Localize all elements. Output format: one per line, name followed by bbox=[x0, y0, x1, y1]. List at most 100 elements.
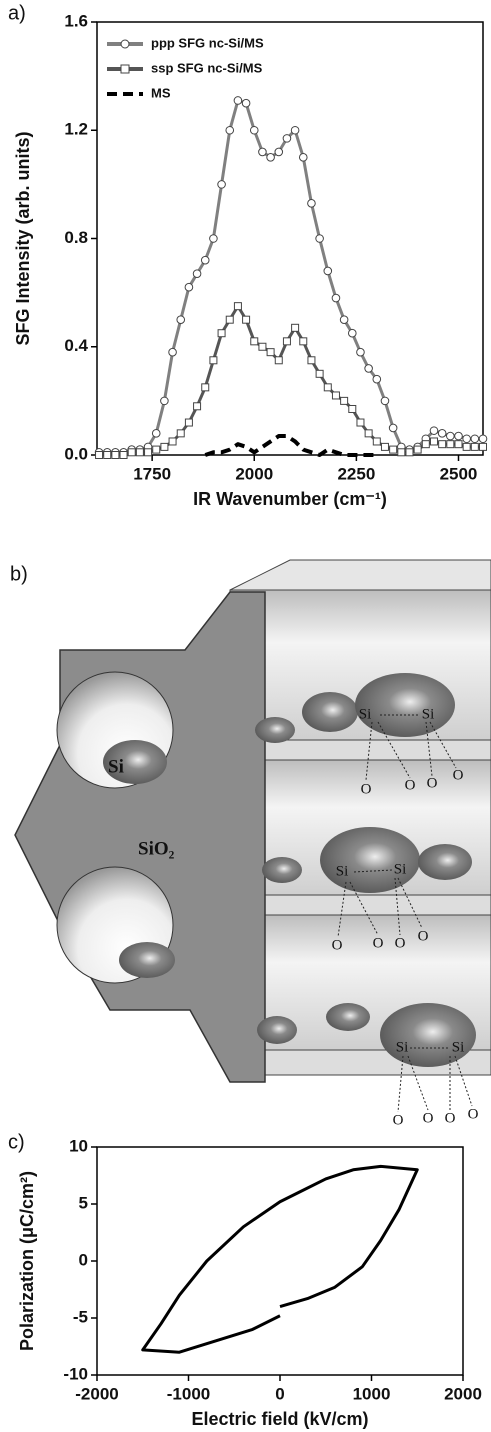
marker bbox=[185, 419, 192, 426]
x-tick-label: 2000 bbox=[444, 1384, 482, 1403]
marker bbox=[169, 438, 176, 445]
marker bbox=[259, 148, 267, 156]
marker bbox=[112, 452, 119, 459]
marker bbox=[226, 126, 234, 134]
diagram-label: Si bbox=[394, 861, 407, 877]
x-tick-label: 2500 bbox=[440, 464, 478, 483]
si-particle bbox=[302, 692, 358, 732]
marker bbox=[300, 338, 307, 345]
marker bbox=[210, 357, 217, 364]
panel-label: a) bbox=[8, 2, 26, 24]
marker bbox=[447, 432, 455, 440]
series-line bbox=[205, 436, 377, 455]
marker bbox=[152, 430, 160, 438]
series-line bbox=[143, 1166, 418, 1352]
diagram-label: Si bbox=[108, 756, 124, 777]
marker bbox=[422, 441, 429, 448]
marker bbox=[480, 443, 487, 450]
marker bbox=[373, 375, 381, 383]
si-particle bbox=[255, 717, 295, 743]
diagram-label: O bbox=[427, 775, 438, 791]
marker bbox=[357, 419, 364, 426]
marker bbox=[398, 449, 405, 456]
marker bbox=[259, 343, 266, 350]
diagram-label: Si bbox=[422, 706, 435, 722]
si-particle bbox=[262, 857, 302, 883]
figure: b) Si SiO₂ Si Si O O O O Si Si O O O O S… bbox=[0, 0, 491, 1432]
y-axis-label: Polarization (μC/cm²) bbox=[17, 1171, 37, 1351]
marker bbox=[308, 357, 315, 364]
wall-shelf bbox=[265, 895, 491, 915]
y-tick-label: 1.6 bbox=[64, 11, 88, 30]
si-particle bbox=[418, 844, 472, 880]
marker bbox=[275, 148, 283, 156]
marker bbox=[218, 181, 226, 189]
diagram-label: O bbox=[373, 935, 384, 951]
si-particle bbox=[326, 1003, 370, 1031]
marker bbox=[348, 329, 356, 337]
marker bbox=[234, 97, 242, 105]
marker bbox=[120, 452, 127, 459]
marker bbox=[430, 438, 437, 445]
y-tick-label: 0.8 bbox=[64, 228, 88, 247]
series-line bbox=[99, 100, 483, 452]
marker bbox=[299, 154, 307, 162]
marker bbox=[267, 349, 274, 356]
si-particle bbox=[119, 942, 175, 978]
diagram-label: O bbox=[418, 928, 429, 944]
marker bbox=[226, 316, 233, 323]
marker bbox=[202, 384, 209, 391]
marker bbox=[340, 316, 348, 324]
marker bbox=[324, 384, 331, 391]
marker bbox=[243, 316, 250, 323]
panel-label: b) bbox=[10, 563, 28, 585]
legend-label: ssp SFG nc-Si/MS bbox=[151, 60, 263, 75]
marker bbox=[185, 283, 193, 291]
marker bbox=[267, 154, 275, 162]
marker bbox=[177, 430, 184, 437]
marker bbox=[414, 446, 421, 453]
marker bbox=[145, 449, 152, 456]
marker bbox=[430, 427, 438, 435]
marker bbox=[390, 446, 397, 453]
marker bbox=[161, 443, 168, 450]
marker bbox=[389, 424, 397, 432]
diagram-label: Si bbox=[396, 1039, 409, 1055]
x-axis-label: Electric field (kV/cm) bbox=[191, 1409, 368, 1429]
marker bbox=[161, 397, 169, 405]
marker bbox=[349, 405, 356, 412]
marker bbox=[308, 200, 316, 208]
marker bbox=[128, 449, 135, 456]
marker bbox=[332, 294, 340, 302]
marker bbox=[210, 235, 218, 243]
diagram-label: O bbox=[445, 1110, 456, 1126]
marker bbox=[438, 430, 446, 438]
diagram-label: O bbox=[468, 1106, 479, 1122]
marker bbox=[194, 403, 201, 410]
silica-wall bbox=[15, 592, 265, 1082]
marker bbox=[324, 267, 332, 275]
y-tick-label: -10 bbox=[63, 1364, 88, 1383]
y-axis-label: SFG Intensity (arb. units) bbox=[13, 131, 33, 345]
marker bbox=[463, 435, 471, 443]
si-particle bbox=[355, 673, 455, 737]
diagram-label: Si bbox=[452, 1039, 465, 1055]
diagram-label: O bbox=[453, 767, 464, 783]
y-tick-label: 0.4 bbox=[64, 336, 88, 355]
marker bbox=[332, 392, 339, 399]
y-tick-label: 0 bbox=[79, 1250, 88, 1269]
marker bbox=[283, 338, 290, 345]
legend-label: MS bbox=[151, 85, 171, 100]
marker bbox=[463, 443, 470, 450]
si-particle bbox=[257, 1016, 297, 1044]
marker bbox=[177, 316, 185, 324]
x-tick-label: -1000 bbox=[167, 1384, 210, 1403]
marker bbox=[104, 452, 111, 459]
marker bbox=[292, 324, 299, 331]
marker bbox=[439, 441, 446, 448]
marker bbox=[471, 435, 479, 443]
marker bbox=[193, 270, 201, 278]
marker bbox=[365, 365, 373, 373]
marker bbox=[153, 446, 160, 453]
x-tick-label: 2000 bbox=[235, 464, 273, 483]
